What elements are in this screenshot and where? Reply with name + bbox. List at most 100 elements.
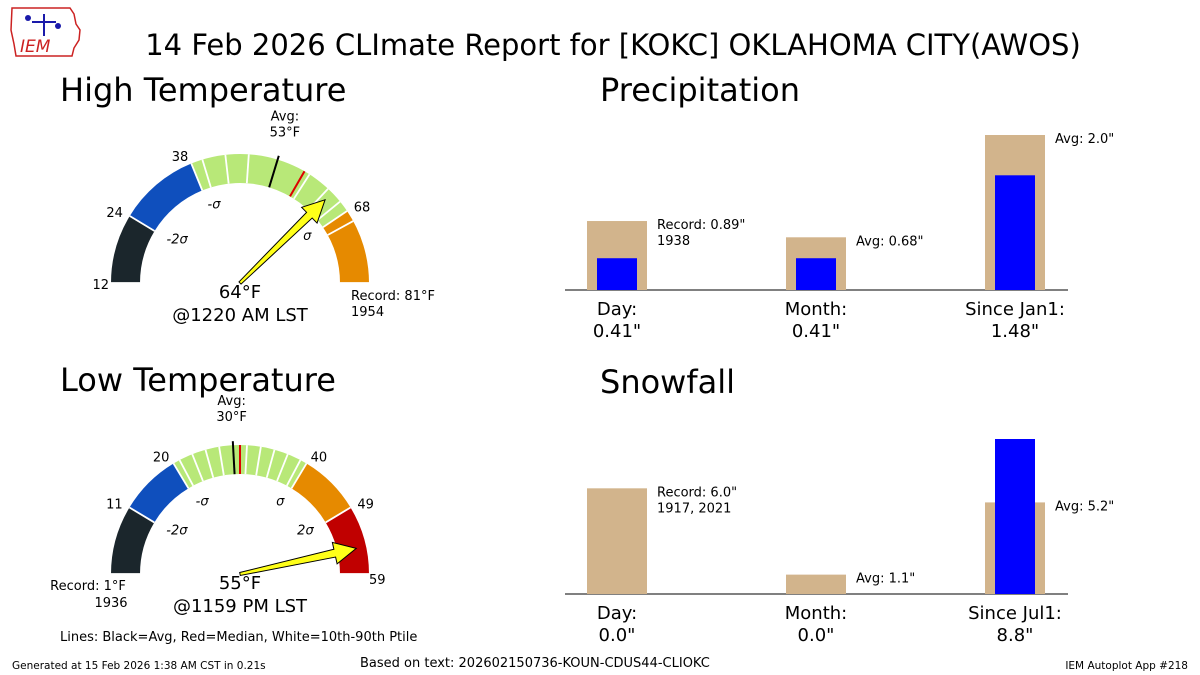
boundary-label: 11 bbox=[106, 497, 123, 512]
reference-label: Avg: 1.1" bbox=[856, 572, 915, 587]
observed-bar bbox=[995, 439, 1035, 594]
avg-value: 53°F bbox=[270, 126, 301, 141]
avg-label: Avg: bbox=[217, 394, 245, 409]
observed-bar bbox=[597, 258, 637, 290]
boundary-label: 20 bbox=[153, 451, 170, 466]
percentile-line bbox=[224, 154, 230, 184]
observed-label: 0.41" bbox=[792, 321, 840, 342]
avg-value: 30°F bbox=[216, 410, 247, 425]
percentile-line bbox=[245, 154, 250, 184]
sigma-label: -σ bbox=[208, 197, 222, 212]
percentile-line bbox=[327, 220, 354, 236]
percentile-line bbox=[276, 453, 289, 482]
gauge-segment bbox=[325, 507, 369, 574]
category-label: Day: bbox=[597, 299, 637, 320]
boundary-label: 40 bbox=[311, 451, 328, 466]
reference-label: Avg: 5.2" bbox=[1055, 499, 1114, 514]
low-temperature-gauge: Low Temperature 11 20 40 49 59 -2σ -σ σ 2σ Avg:30… bbox=[50, 361, 385, 617]
record-year: 1936 bbox=[94, 596, 127, 611]
sigma-label: 2σ bbox=[297, 524, 314, 539]
snowfall-chart: Snowfall Record: 6.0"1917, 2021 Day:0.0" A… bbox=[565, 363, 1114, 646]
precipitation-chart: Precipitation Record: 0.89"1938Day:0.41"… bbox=[565, 71, 1114, 342]
boundary-label: 49 bbox=[357, 497, 374, 512]
percentile-line bbox=[178, 459, 194, 487]
observed-arrow bbox=[238, 199, 326, 285]
iowa-outline bbox=[10, 7, 81, 57]
percentile-line bbox=[255, 446, 262, 476]
reference-label: Record: 0.89" bbox=[657, 218, 745, 233]
boundary-line bbox=[129, 215, 156, 232]
gauge-segment bbox=[129, 163, 203, 232]
gauge-segment bbox=[111, 507, 155, 574]
boundary-label: 38 bbox=[172, 150, 189, 165]
gauge-segment bbox=[129, 463, 189, 523]
gauge-segment bbox=[111, 215, 155, 283]
observed-value: 55°F bbox=[219, 573, 261, 594]
gauge-title: Low Temperature bbox=[60, 361, 336, 399]
observed-time: @1159 PM LST bbox=[173, 596, 308, 617]
record-year: 1954 bbox=[351, 305, 384, 320]
gauge-segment bbox=[191, 153, 348, 228]
percentile-line bbox=[204, 449, 215, 478]
observed-arrow bbox=[239, 541, 358, 577]
bar-chart-title: Precipitation bbox=[600, 71, 800, 109]
generated-note: Generated at 15 Feb 2026 1:38 AM CST in … bbox=[12, 660, 266, 672]
percentile-line bbox=[244, 445, 248, 475]
boundary-label: 12 bbox=[92, 278, 109, 293]
boundary-line bbox=[190, 163, 204, 191]
logo-cup bbox=[25, 15, 31, 21]
reference-label: Avg: 2.0" bbox=[1055, 132, 1114, 147]
observed-value: 64°F bbox=[219, 282, 261, 303]
reference-label: Avg: 0.68" bbox=[856, 234, 924, 249]
observed-bar bbox=[796, 258, 836, 290]
boundary-line bbox=[325, 506, 351, 524]
logo-text: IEM bbox=[20, 37, 51, 57]
percentile-line bbox=[191, 453, 204, 482]
observed-label: 1.48" bbox=[991, 321, 1039, 342]
observed-label: 0.0" bbox=[599, 625, 636, 646]
reference-bar bbox=[587, 488, 647, 594]
sigma-label: -2σ bbox=[166, 524, 188, 539]
boundary-line bbox=[322, 210, 348, 228]
average-line bbox=[268, 155, 280, 188]
observed-label: 8.8" bbox=[997, 625, 1034, 646]
average-line bbox=[231, 441, 236, 475]
boundary-line bbox=[290, 463, 308, 489]
percentile-line bbox=[218, 446, 225, 476]
boundary-line bbox=[172, 463, 190, 489]
sigma-label: -σ bbox=[196, 494, 210, 509]
category-label: Since Jan1: bbox=[965, 299, 1065, 320]
bar-chart-title: Snowfall bbox=[600, 363, 735, 401]
source-note: Based on text: 202602150736-KOUN-CDUS44-… bbox=[360, 656, 710, 671]
percentile-line bbox=[201, 159, 212, 188]
boundary-label: 24 bbox=[106, 206, 123, 221]
iem-logo: IEM bbox=[10, 7, 81, 57]
percentile-line bbox=[293, 173, 311, 200]
observed-time: @1220 AM LST bbox=[172, 305, 309, 326]
sigma-label: σ bbox=[303, 229, 312, 244]
gauge-segment bbox=[291, 463, 351, 523]
reference-label: Record: 6.0" bbox=[657, 485, 737, 500]
observed-bar bbox=[995, 175, 1035, 290]
category-label: Day: bbox=[597, 603, 637, 624]
percentile-line bbox=[265, 449, 276, 478]
observed-label: 0.41" bbox=[593, 321, 641, 342]
percentile-line bbox=[286, 459, 302, 487]
boundary-line bbox=[129, 506, 155, 524]
high-temperature-gauge: High Temperature 12 24 38 68 -2σ -σ σ Avg:53°F 6… bbox=[60, 71, 435, 326]
sigma-label: -2σ bbox=[167, 232, 189, 247]
category-label: Since Jul1: bbox=[968, 603, 1062, 624]
avg-label: Avg: bbox=[271, 110, 299, 125]
boundary-label: 59 bbox=[369, 573, 386, 588]
reference-bar bbox=[786, 574, 846, 594]
gauge-segment bbox=[322, 211, 369, 283]
legend-note: Lines: Black=Avg, Red=Median, White=10th… bbox=[60, 630, 417, 645]
category-label: Month: bbox=[785, 299, 847, 320]
gauge-title: High Temperature bbox=[60, 71, 346, 109]
reference-sublabel: 1938 bbox=[657, 234, 690, 249]
reference-sublabel: 1917, 2021 bbox=[657, 501, 731, 516]
page-title: 14 Feb 2026 CLImate Report for [KOKC] OK… bbox=[145, 28, 1081, 62]
sigma-label: σ bbox=[276, 494, 285, 509]
app-note: IEM Autoplot App #218 bbox=[1065, 660, 1188, 672]
